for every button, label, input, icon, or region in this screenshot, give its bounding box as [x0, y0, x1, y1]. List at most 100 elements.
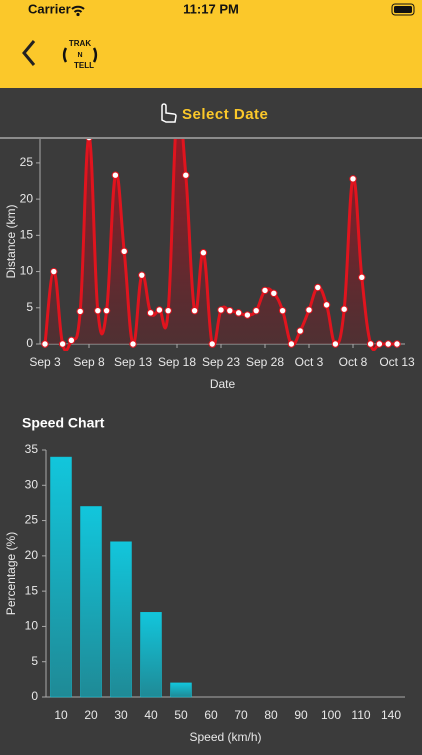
x-tick-label: 70 — [234, 708, 248, 722]
point — [50, 267, 58, 276]
x-axis-label: Speed (km/h) — [189, 730, 261, 744]
point — [208, 340, 216, 348]
carrier: Carrier — [28, 1, 71, 16]
battery — [391, 3, 415, 16]
x-tick-label: 100 — [321, 708, 341, 722]
header-bar — [0, 0, 422, 88]
logo-text: TRAK — [69, 39, 91, 48]
x-tick-label: Sep 3 — [29, 355, 61, 369]
point — [146, 309, 155, 317]
x-tick-label: 80 — [264, 708, 278, 722]
point — [331, 340, 340, 348]
y-tick-label: 20 — [20, 191, 34, 205]
point — [234, 309, 243, 317]
point — [243, 311, 252, 319]
y-tick-label: 15 — [20, 228, 34, 242]
y-tick-label: 5 — [31, 654, 38, 668]
point — [322, 301, 331, 309]
point — [164, 306, 172, 315]
x-tick-label: 140 — [381, 708, 401, 722]
bar — [50, 456, 72, 698]
x-tick-label: 30 — [114, 708, 128, 722]
logo-text: N — [77, 52, 82, 59]
x-tick-label: 20 — [84, 708, 98, 722]
x-tick-label: Sep 18 — [158, 355, 196, 369]
x-tick-label: Oct 3 — [295, 355, 324, 369]
point — [226, 306, 234, 315]
logo: TRAK N TELL — [62, 39, 98, 70]
point — [314, 283, 322, 292]
x-tick-label: Oct 8 — [339, 355, 368, 369]
x-tick-label: 60 — [204, 708, 218, 722]
y-tick-label: 0 — [31, 689, 38, 703]
x-tick-label: 40 — [144, 708, 158, 722]
chart-title: Speed Chart — [22, 415, 105, 431]
y-tick-label: 30 — [25, 477, 39, 491]
x-axis-label: Date — [210, 377, 236, 391]
wifi-dot — [76, 12, 80, 17]
y-axis-label: Percentage (%) — [4, 532, 18, 615]
point — [261, 286, 269, 295]
x-tick-label: 110 — [351, 708, 370, 722]
x-tick-label: Sep 8 — [73, 355, 105, 369]
x-tick-label: Oct 13 — [379, 355, 415, 369]
point — [67, 336, 76, 345]
point — [366, 340, 375, 348]
x-tick-label: Sep 13 — [114, 355, 152, 369]
point — [190, 306, 199, 315]
point — [270, 289, 278, 297]
point — [199, 249, 208, 257]
select-date-label[interactable]: Select Date — [182, 106, 268, 123]
point — [129, 340, 137, 348]
point — [85, 139, 93, 142]
y-axis-label: Distance (km) — [4, 204, 18, 278]
y-tick-label: 15 — [25, 583, 39, 597]
x-tick-label: Sep 23 — [202, 355, 240, 369]
select-date-button[interactable]: Select Date — [161, 103, 268, 123]
point — [375, 340, 384, 348]
point — [252, 306, 260, 315]
x-tick-label: Sep 28 — [246, 355, 284, 369]
point — [296, 327, 304, 335]
point — [41, 340, 49, 348]
point — [120, 247, 128, 255]
y-tick-label: 20 — [25, 548, 39, 562]
y-tick-label: 25 — [25, 513, 39, 527]
y-tick-label: 25 — [20, 155, 34, 169]
y-tick-label: 0 — [26, 336, 33, 350]
x-tick-label: 10 — [54, 708, 68, 722]
point — [155, 306, 164, 314]
point — [102, 306, 111, 315]
y-tick-label: 5 — [26, 300, 33, 314]
point — [393, 340, 401, 348]
x-tick-label: 90 — [294, 708, 308, 722]
point — [305, 306, 313, 314]
point — [384, 340, 392, 348]
point — [349, 175, 357, 183]
point — [58, 340, 67, 348]
time: 11:17 PM — [183, 1, 239, 16]
point — [76, 307, 84, 316]
logo-text: TELL — [74, 61, 94, 70]
back-button[interactable] — [22, 40, 36, 66]
battery-level — [394, 6, 412, 13]
wifi-icon — [71, 5, 85, 13]
y-tick-label: 10 — [25, 619, 39, 633]
plot — [41, 139, 401, 351]
point — [182, 171, 190, 179]
area — [45, 139, 397, 351]
y-tick-label: 10 — [20, 264, 34, 278]
point — [217, 306, 225, 314]
point — [278, 306, 287, 315]
point — [94, 306, 102, 315]
point — [287, 340, 296, 348]
bar — [110, 541, 132, 698]
point — [138, 271, 146, 279]
point — [340, 305, 348, 313]
bar — [170, 682, 192, 698]
bar — [80, 506, 102, 698]
bar — [140, 612, 162, 698]
point — [111, 171, 120, 179]
point — [358, 273, 366, 282]
